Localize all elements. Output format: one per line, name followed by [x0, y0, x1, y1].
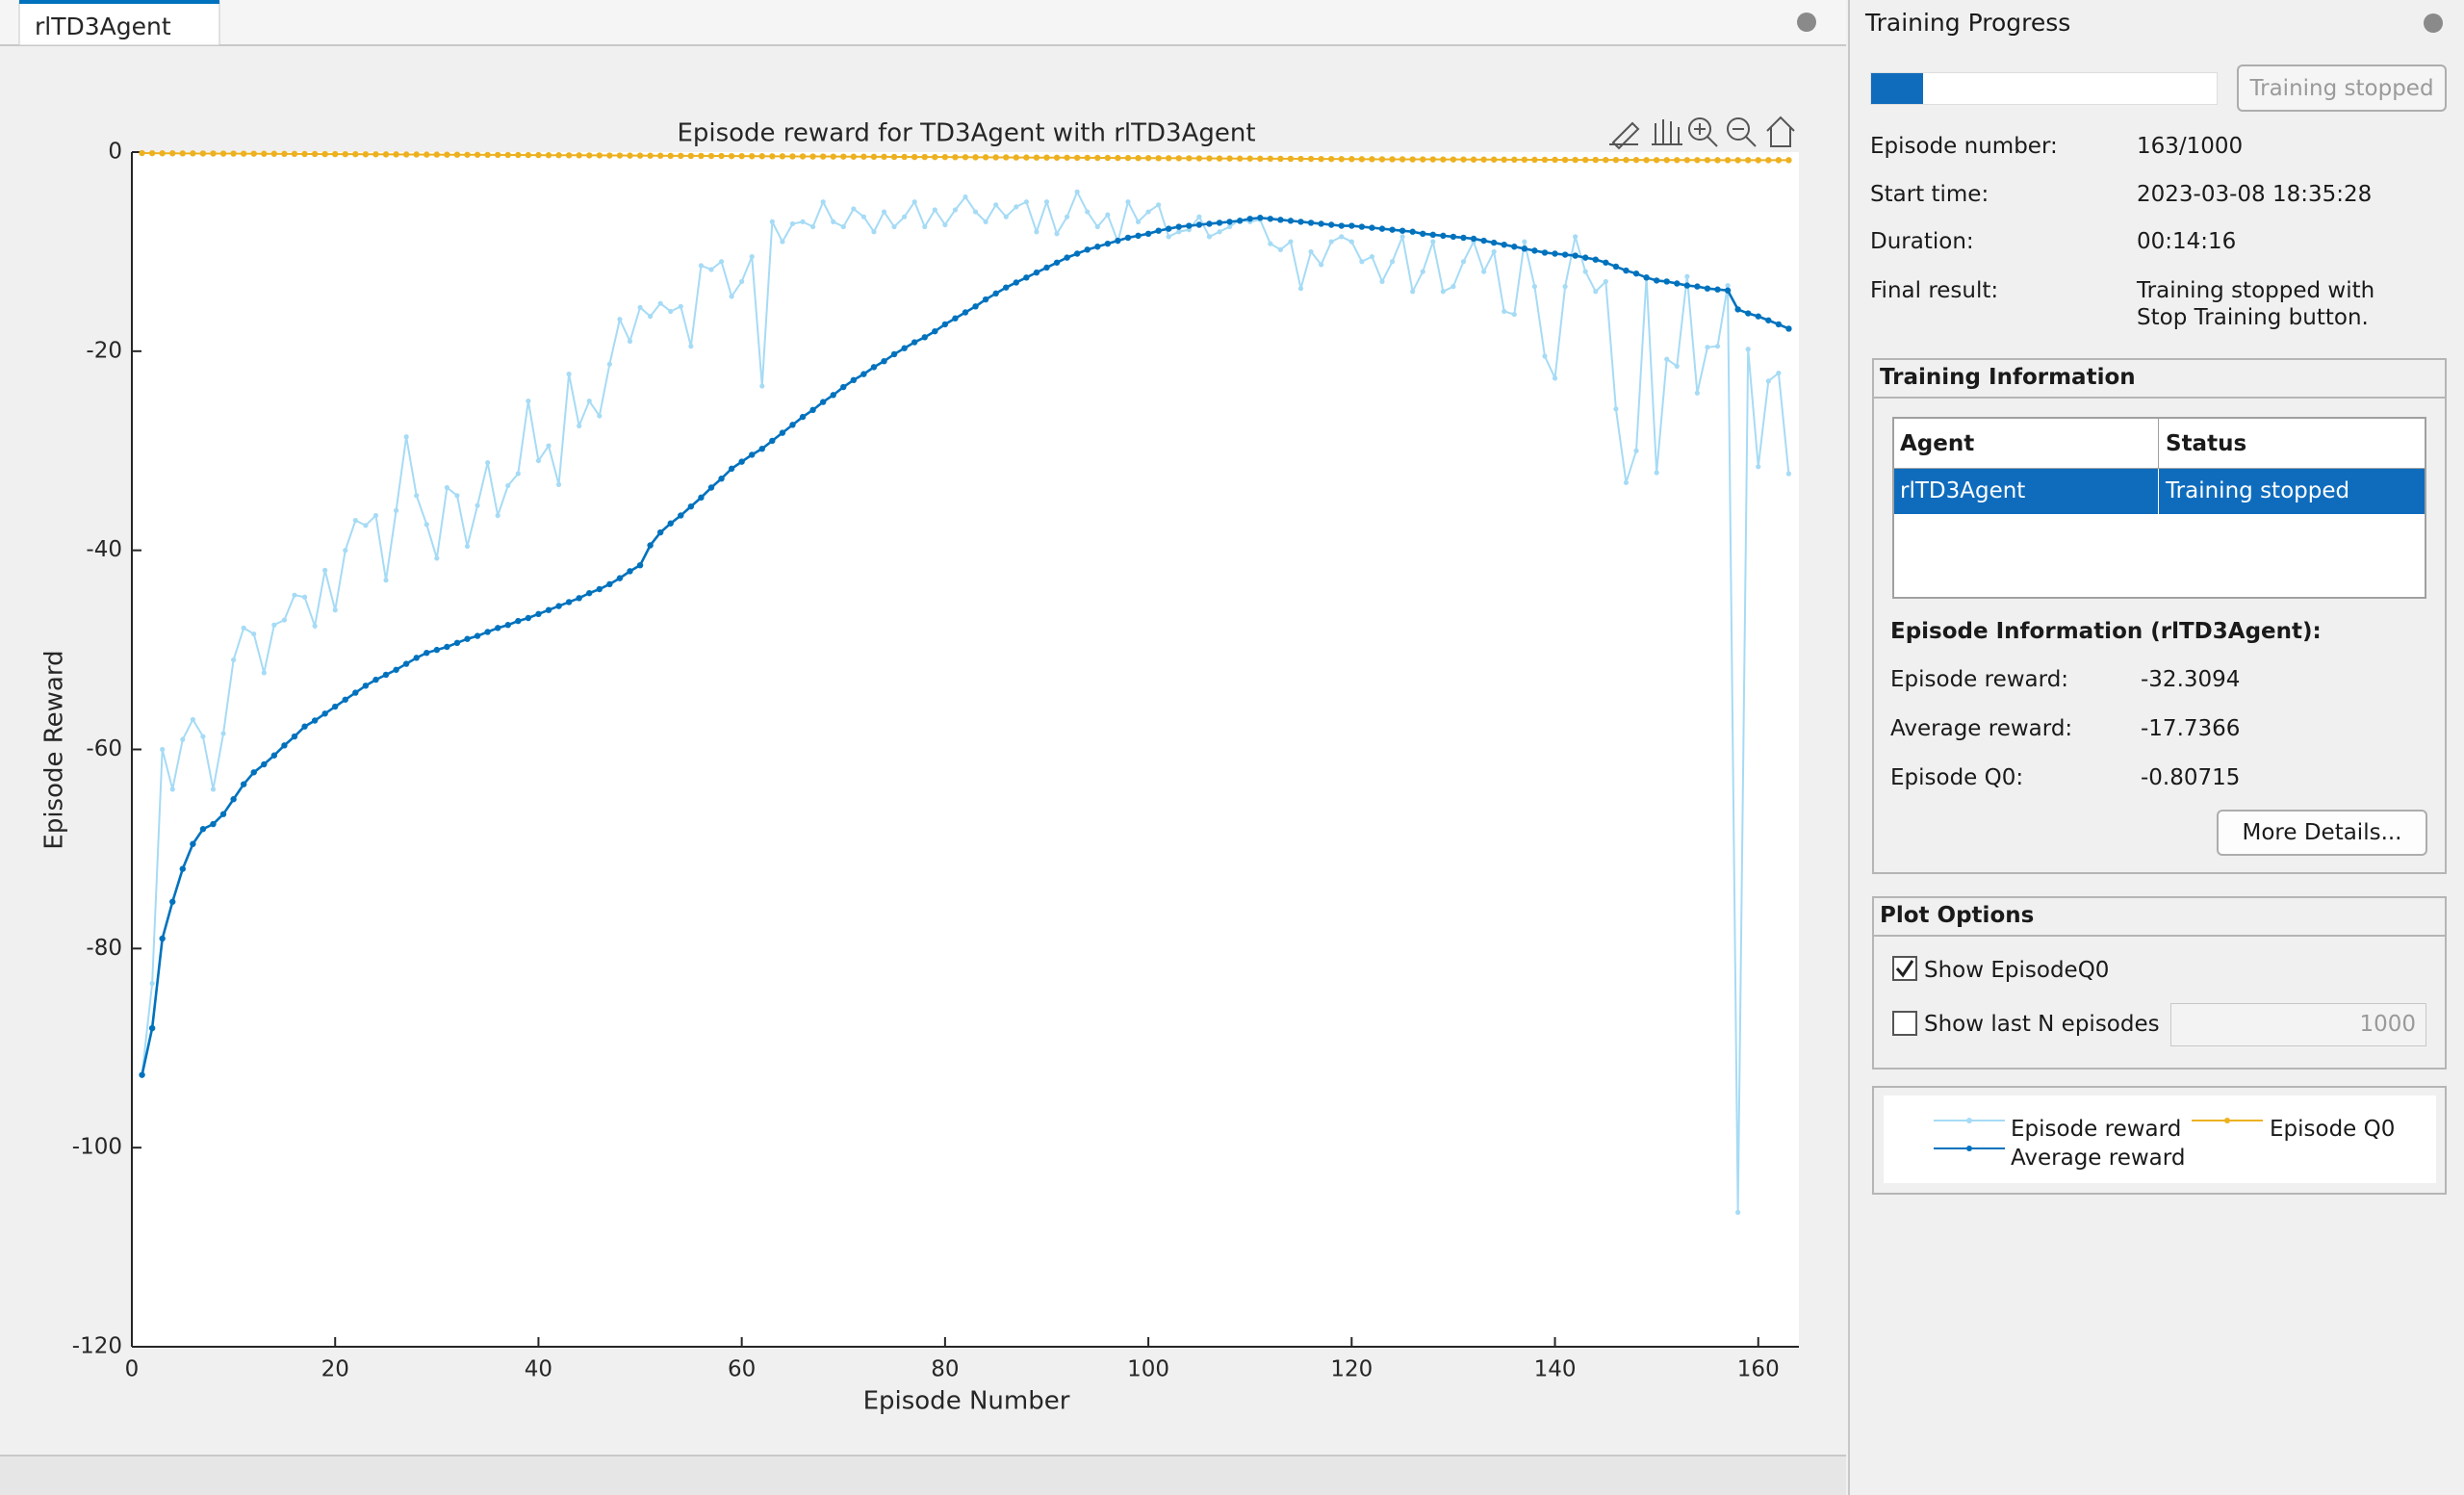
- legend-label: Average reward: [2011, 1146, 2186, 1171]
- status-button[interactable]: Training stopped: [2237, 64, 2447, 112]
- plot-options-title: Plot Options: [1880, 903, 2035, 928]
- training-information-header: [1874, 360, 2445, 399]
- training-information-box: Training Information Agent Status rlTD3A…: [1872, 358, 2447, 874]
- axes-toolbar: [1609, 116, 1795, 150]
- episode-field-value: -32.3094: [2141, 667, 2241, 692]
- y-axis-label: Episode Reward: [40, 650, 69, 849]
- field-label: Start time:: [1870, 182, 1989, 207]
- legend-marker: [1966, 1118, 1972, 1123]
- plot-options-box: Plot Options Show EpisodeQ0 Show last N …: [1872, 896, 2447, 1070]
- table-divider: [2158, 419, 2159, 469]
- plot-options-header: [1874, 898, 2445, 937]
- series-line: [139, 215, 1792, 1078]
- tab-indicator: [19, 0, 219, 4]
- y-tick-label: -120: [72, 1334, 122, 1359]
- table-header: Status: [2166, 431, 2247, 456]
- episode-field-label: Episode Q0:: [1890, 765, 2024, 790]
- y-tick-label: -100: [72, 1135, 122, 1160]
- x-tick-label: 60: [728, 1357, 756, 1382]
- last-n-value: 1000: [2359, 1012, 2416, 1037]
- tab-bar: [0, 0, 1846, 45]
- episode-field-value: -0.80715: [2141, 765, 2241, 790]
- y-tick-label: -40: [86, 537, 122, 562]
- episode-field-label: Episode reward:: [1890, 667, 2069, 692]
- panel-title: Training Progress: [1865, 9, 2071, 37]
- x-tick-label: 120: [1330, 1357, 1373, 1382]
- field-value: 2023-03-08 18:35:28: [2137, 182, 2373, 207]
- y-tick-label: -80: [86, 936, 122, 961]
- legend-label: Episode reward: [2011, 1117, 2182, 1142]
- checkbox-show-q0[interactable]: [1892, 956, 1917, 981]
- legend-marker: [2224, 1118, 2230, 1123]
- x-tick-label: 140: [1534, 1357, 1577, 1382]
- x-tick-label: 80: [931, 1357, 959, 1382]
- more-details-button[interactable]: More Details...: [2217, 810, 2427, 856]
- legend-box: Episode reward Episode Q0 Average reward: [1872, 1086, 2447, 1195]
- checkmark-glyph: [1895, 960, 1914, 978]
- field-label: Episode number:: [1870, 134, 2058, 159]
- panel-menu-icon: [2424, 13, 2443, 33]
- episode-information-title: Episode Information (rlTD3Agent):: [1890, 619, 2322, 644]
- last-n-input[interactable]: 1000: [2170, 1003, 2426, 1046]
- field-label: Final result:: [1870, 278, 1999, 303]
- field-value: Training stopped with Stop Training butt…: [2137, 278, 2375, 330]
- table-header-row: [1894, 419, 2425, 469]
- legend-graphics: [1934, 1118, 2263, 1151]
- episode-field-value: -17.7366: [2141, 716, 2241, 741]
- chart-area: rlTD3Agent Episode reward for TD3Agent w…: [0, 0, 1846, 1495]
- x-tick-label: 160: [1737, 1357, 1780, 1382]
- table-cell: rlTD3Agent: [1900, 478, 2026, 503]
- table-divider: [2158, 469, 2159, 514]
- checkbox-label: Show last N episodes: [1924, 1012, 2160, 1037]
- legend-marker: [1966, 1146, 1972, 1151]
- table-header: Agent: [1900, 431, 1975, 456]
- training-progress-panel: Training Progress Training stopped Episo…: [1848, 0, 2464, 1495]
- progress-bar: [1870, 72, 2218, 105]
- x-tick-label: 40: [525, 1357, 552, 1382]
- x-tick-label: 0: [125, 1357, 140, 1382]
- x-tick-label: 100: [1127, 1357, 1169, 1382]
- agent-table: Agent Status rlTD3Agent Training stopped: [1892, 417, 2426, 599]
- table-row[interactable]: [1894, 469, 2425, 514]
- checkbox-show-last-n[interactable]: [1892, 1011, 1917, 1036]
- field-value: 163/1000: [2137, 134, 2244, 159]
- tab-menu[interactable]: [1797, 13, 1816, 32]
- tab[interactable]: [18, 1, 220, 46]
- checkbox-label: Show EpisodeQ0: [1924, 958, 2110, 983]
- episode-field-label: Average reward:: [1890, 716, 2073, 741]
- toolbar-zoom-out-glyph: [1732, 128, 1757, 147]
- field-value: 00:14:16: [2137, 229, 2237, 254]
- field-label: Duration:: [1870, 229, 1974, 254]
- table-cell: Training stopped: [2166, 478, 2350, 503]
- checkmark: [1895, 960, 1914, 978]
- y-tick-label: 0: [108, 140, 122, 165]
- chart-title: Episode reward for TD3Agent with rlTD3Ag…: [677, 119, 1255, 148]
- progress-fill: [1871, 73, 1923, 104]
- x-tick-label: 20: [321, 1357, 349, 1382]
- x-axis-label: Episode Number: [863, 1387, 1070, 1416]
- y-tick-label: -20: [86, 338, 122, 363]
- y-tick-label: -60: [86, 736, 122, 761]
- legend: Episode reward Episode Q0 Average reward: [1884, 1095, 2436, 1183]
- legend-label: Episode Q0: [2270, 1117, 2396, 1142]
- toolbar-pan[interactable]: [1652, 119, 1682, 145]
- toolbar-brush[interactable]: [1609, 121, 1640, 150]
- plot-area: [132, 152, 1799, 1347]
- toolbar-zoom-in[interactable]: [1688, 117, 1711, 141]
- toolbar-home[interactable]: [1766, 116, 1795, 147]
- toolbar-zoom-in-glyph: [1694, 123, 1718, 147]
- status-bar: [0, 1456, 1846, 1495]
- tab-title[interactable]: rlTD3Agent: [35, 13, 171, 40]
- toolbar-zoom-out[interactable]: [1727, 117, 1750, 141]
- panel-menu[interactable]: [2422, 12, 2445, 35]
- series-line: [139, 149, 1792, 164]
- training-information-title: Training Information: [1880, 365, 2136, 390]
